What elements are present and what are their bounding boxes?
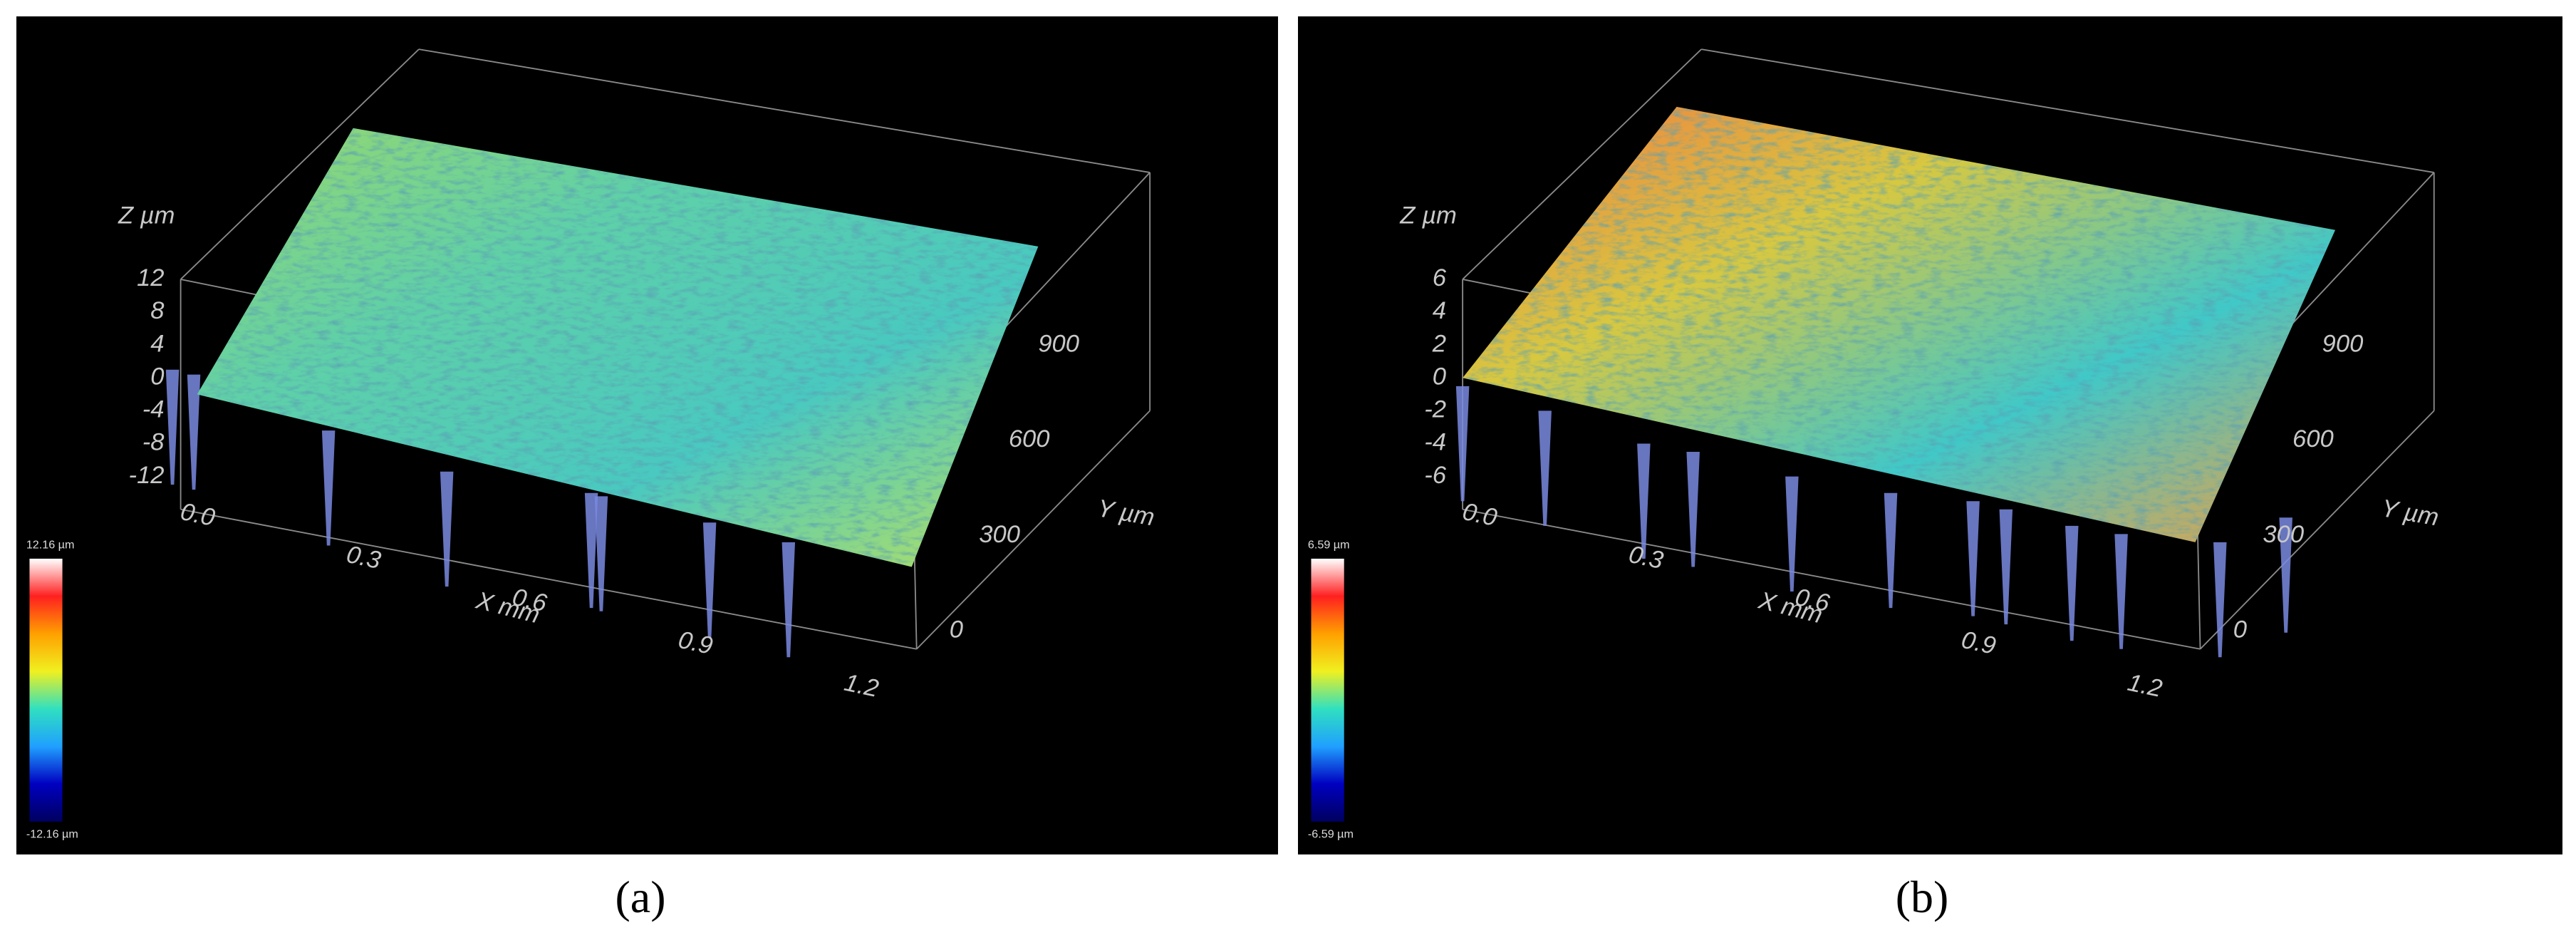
x-tick-label: 0.9 bbox=[676, 626, 715, 660]
x-tick-label: 0.0 bbox=[178, 498, 217, 532]
colorbar-min-label: -6.59 µm bbox=[1308, 828, 1354, 841]
surface-spike bbox=[1686, 452, 1700, 567]
z-tick-label: -2 bbox=[1424, 396, 1446, 423]
z-tick-label: -8 bbox=[142, 429, 165, 456]
x-tick-label: 1.2 bbox=[2125, 669, 2164, 703]
colorbar-max-label: 6.59 µm bbox=[1308, 539, 1350, 552]
box-edge bbox=[916, 410, 1151, 650]
y-tick-label: 0 bbox=[2233, 616, 2247, 644]
surface-spike bbox=[781, 542, 796, 658]
box-edge bbox=[180, 508, 917, 650]
box-edge bbox=[418, 48, 1151, 173]
y-tick-label: 300 bbox=[979, 521, 1020, 548]
surface-spike bbox=[1999, 509, 2013, 625]
z-tick-label: -12 bbox=[129, 462, 165, 489]
colorbar-min-label: -12.16 µm bbox=[26, 828, 78, 841]
caption-a: (a) bbox=[615, 872, 666, 922]
surface-spike bbox=[594, 496, 608, 611]
z-tick-label: 12 bbox=[137, 264, 164, 291]
surface-spike bbox=[1884, 492, 1898, 609]
x-tick-label: 1.2 bbox=[842, 669, 881, 703]
colorbar bbox=[1311, 558, 1344, 822]
surface-spike bbox=[1538, 410, 1552, 526]
surface-spike bbox=[1785, 476, 1799, 592]
surface-spike bbox=[440, 471, 454, 587]
y-tick-label: 0 bbox=[950, 616, 963, 644]
z-tick-label: 0 bbox=[150, 363, 164, 390]
z-tick-label: 4 bbox=[150, 330, 164, 357]
surface-spike bbox=[321, 430, 336, 546]
surface-spike bbox=[2065, 525, 2079, 641]
surface-spike bbox=[187, 374, 201, 490]
surface-spike bbox=[2114, 534, 2128, 649]
y-tick-label: 900 bbox=[2322, 330, 2364, 357]
panel-b: Z µm 6 4 2 0 -2 -4 -6 0.0 0.3 0.6 0.9 1.2 X mm 900 600 3… bbox=[1298, 16, 2562, 854]
y-tick-label: 600 bbox=[2292, 425, 2334, 453]
box-edge bbox=[180, 48, 420, 280]
y-tick-label: 600 bbox=[1009, 425, 1050, 453]
z-tick-label: 0 bbox=[1433, 363, 1446, 390]
z-axis-title: Z µm bbox=[1399, 202, 1457, 229]
x-tick-label: 0.3 bbox=[344, 541, 383, 574]
y-axis-title: Y µm bbox=[1095, 495, 1156, 531]
surface-texture bbox=[1463, 106, 2336, 542]
surface-spike bbox=[1637, 443, 1651, 559]
z-tick-label: -4 bbox=[1424, 429, 1446, 456]
box-edge bbox=[1701, 48, 2434, 173]
z-axis-title: Z µm bbox=[118, 202, 175, 229]
x-tick-label: 0.3 bbox=[1626, 541, 1666, 574]
x-tick-label: 0.9 bbox=[1959, 626, 1998, 660]
z-tick-label: 8 bbox=[150, 297, 165, 324]
box-edge bbox=[1462, 508, 2201, 650]
y-axis-title: Y µm bbox=[2379, 495, 2441, 531]
colorbar bbox=[29, 558, 63, 822]
surface-spike bbox=[2279, 517, 2292, 633]
colorbar-max-label: 12.16 µm bbox=[26, 539, 75, 552]
surface-spike bbox=[1455, 386, 1470, 502]
surface-spike bbox=[702, 522, 717, 638]
caption-b: (b) bbox=[1895, 872, 1949, 922]
surface-spike bbox=[584, 492, 598, 609]
box-edge bbox=[2199, 410, 2435, 650]
surface-spike bbox=[1966, 501, 1980, 616]
z-tick-label: -6 bbox=[1424, 462, 1447, 489]
z-tick-label: 6 bbox=[1433, 264, 1447, 291]
surface-spike bbox=[165, 369, 180, 485]
z-tick-label: 4 bbox=[1433, 297, 1446, 324]
z-tick-label: -4 bbox=[142, 396, 165, 423]
surface-spike bbox=[2213, 542, 2227, 658]
surface-texture bbox=[197, 128, 1039, 567]
panel-a: Z µm 12 8 4 0 -4 -8 -12 0.0 0.3 0.6 0.9 1.2 X mm 900 60… bbox=[16, 16, 1278, 854]
y-tick-label: 900 bbox=[1038, 330, 1079, 357]
y-tick-label: 300 bbox=[2263, 521, 2304, 548]
z-tick-label: 2 bbox=[1432, 330, 1446, 357]
x-tick-label: 0.0 bbox=[1460, 498, 1500, 532]
box-edge bbox=[1462, 48, 1702, 280]
